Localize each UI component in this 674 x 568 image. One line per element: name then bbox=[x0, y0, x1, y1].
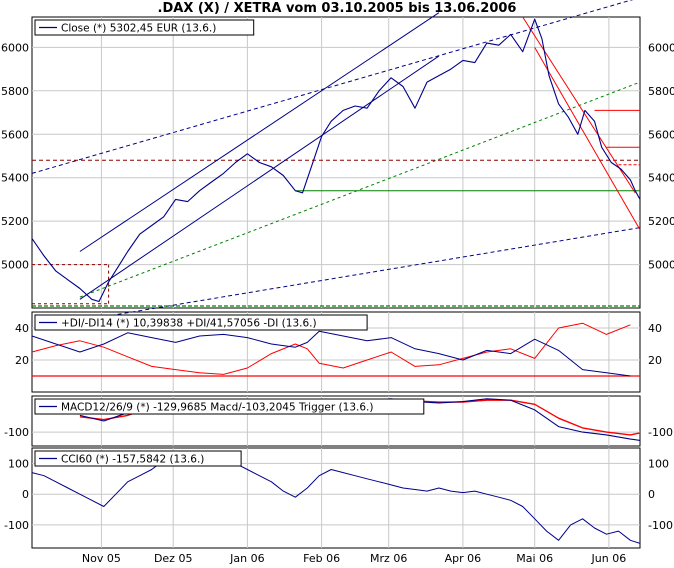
x-tick-label: Mrz 06 bbox=[370, 552, 407, 565]
x-tick-label: Jun 06 bbox=[591, 552, 627, 565]
legend-label: +DI/-DI14 (*) 10,39838 +DI/41,57056 -DI … bbox=[61, 318, 317, 330]
x-tick-label: Apr 06 bbox=[445, 552, 482, 565]
y-tick-label-left: 40 bbox=[15, 322, 29, 335]
y-tick-label-right: 20 bbox=[648, 354, 662, 367]
di-plus-line bbox=[31, 330, 631, 377]
panel-frame bbox=[31, 447, 641, 549]
x-tick-label: Dez 05 bbox=[154, 552, 193, 565]
legend-label: MACD12/26/9 (*) -129,9685 Macd/-103,2045… bbox=[61, 402, 373, 414]
y-tick-label-right: 100 bbox=[648, 457, 669, 470]
y-tick-label-left: 20 bbox=[15, 354, 29, 367]
y-tick-label-right: -100 bbox=[648, 426, 673, 439]
x-tick-label: Mai 06 bbox=[516, 552, 553, 565]
close-price-line bbox=[31, 18, 641, 303]
x-tick-label: Feb 06 bbox=[303, 552, 340, 565]
y-tick-label-right: 40 bbox=[648, 322, 662, 335]
y-tick-label-right: -100 bbox=[648, 519, 673, 532]
y-tick-label-left: 100 bbox=[8, 457, 29, 470]
y-tick-label-right: 0 bbox=[648, 488, 655, 501]
down-channel-upper bbox=[522, 16, 636, 194]
legend-label: Close (*) 5302,45 EUR (13.6.) bbox=[61, 23, 216, 35]
channel-up-upper bbox=[79, 12, 440, 252]
x-tick-label: Jan 06 bbox=[229, 552, 264, 565]
legend-box bbox=[34, 450, 242, 467]
panel-frame bbox=[31, 395, 641, 447]
legend-label: CCI60 (*) -157,5842 (13.6.) bbox=[61, 454, 204, 466]
y-tick-label-left: 5600 bbox=[1, 128, 29, 141]
chart-title: .DAX (X) / XETRA vom 03.10.2005 bis 13.0… bbox=[157, 1, 517, 16]
legend-box bbox=[34, 314, 368, 331]
y-tick-label-left: -100 bbox=[4, 426, 29, 439]
panel-frame bbox=[31, 16, 641, 309]
y-tick-label-left: 5800 bbox=[1, 85, 29, 98]
trend-outer-lower bbox=[103, 227, 641, 318]
x-tick-label: Nov 05 bbox=[82, 552, 121, 565]
y-tick-label-right: 5800 bbox=[648, 85, 674, 98]
legend-box bbox=[34, 19, 255, 36]
y-tick-label-left: 5200 bbox=[1, 215, 29, 228]
legend-box bbox=[34, 398, 425, 415]
y-tick-label-left: -100 bbox=[4, 519, 29, 532]
channel-up-lower bbox=[79, 55, 440, 300]
y-tick-label-right: 6000 bbox=[648, 41, 674, 54]
y-tick-label-right: 5600 bbox=[648, 128, 674, 141]
y-tick-label-right: 5400 bbox=[648, 172, 674, 185]
cci-line bbox=[31, 453, 641, 544]
y-tick-label-left: 5400 bbox=[1, 172, 29, 185]
trend-median-green bbox=[79, 81, 641, 298]
down-channel-lower bbox=[534, 47, 641, 231]
y-tick-label-left: 0 bbox=[22, 488, 29, 501]
y-tick-label-right: 5200 bbox=[648, 215, 674, 228]
di-minus-line bbox=[31, 322, 631, 375]
y-tick-label-right: 5000 bbox=[648, 259, 674, 272]
trend-outer-upper bbox=[31, 0, 634, 174]
y-tick-label-left: 6000 bbox=[1, 41, 29, 54]
y-tick-label-left: 5000 bbox=[1, 259, 29, 272]
